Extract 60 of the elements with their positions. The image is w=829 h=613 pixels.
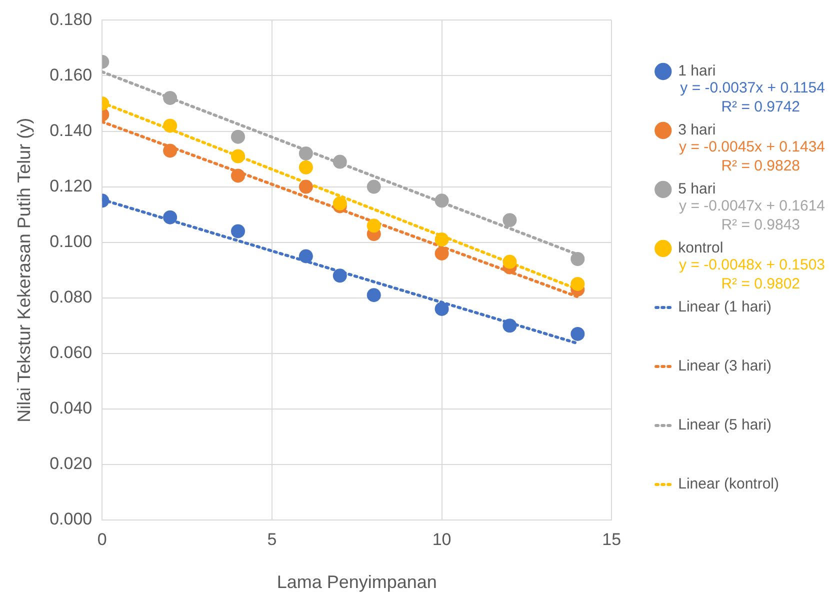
point [298, 146, 313, 160]
point [332, 268, 347, 283]
x-tick-label: 15 [602, 530, 622, 549]
y-tick-label: 0.080 [50, 288, 92, 307]
legend-label: 5 hari [678, 180, 716, 198]
point [163, 90, 178, 105]
point [298, 249, 313, 264]
point [570, 252, 585, 266]
point [434, 232, 449, 247]
y-tick-label: 0.180 [50, 10, 92, 29]
y-tick-label: 0.060 [50, 343, 92, 362]
point [570, 276, 585, 291]
point [298, 160, 313, 174]
y-tick-label: 0.140 [50, 120, 92, 140]
point [163, 118, 178, 133]
point [332, 154, 347, 169]
x-tick-label: 10 [432, 530, 452, 549]
point [366, 288, 381, 302]
point [434, 246, 449, 260]
point [502, 254, 517, 269]
point [570, 326, 585, 341]
y-tick-label: 0.120 [50, 176, 92, 196]
text: y = -0.0045x + 0.1434 [679, 138, 826, 156]
point [434, 194, 449, 208]
y-tick-label: 0.000 [50, 510, 92, 529]
point [231, 130, 246, 144]
point [163, 210, 178, 224]
y-tick-label: 0.160 [50, 65, 92, 84]
y-tick-label: 0.020 [50, 454, 92, 474]
point [502, 318, 517, 333]
x-tick-label: 5 [267, 530, 277, 549]
point [231, 149, 246, 164]
legend-label: Linear (kontrol) [678, 476, 780, 493]
text: y = -0.0047x + 0.1614 [679, 198, 826, 215]
point [502, 213, 517, 228]
legend-label: 1 hari [678, 62, 716, 80]
legend-label: Linear (5 hari) [678, 416, 772, 434]
point [163, 144, 178, 158]
point [366, 180, 381, 194]
y-tick-label: 0.100 [50, 232, 92, 252]
point [332, 196, 347, 210]
legend-label: Linear (3 hari) [678, 358, 772, 375]
text: y = -0.0048x + 0.1503 [679, 256, 826, 274]
text: y = -0.0037x + 0.1154 [680, 80, 826, 97]
legend-label: Linear (1 hari) [678, 298, 772, 316]
text: R² = 0.9802 [721, 276, 800, 293]
text: R² = 0.9828 [721, 158, 800, 175]
x-tick-label: 0 [97, 530, 107, 549]
point [298, 180, 313, 194]
text: R² = 0.9742 [721, 98, 800, 116]
y-axis-title: Nilai Tekstur Kekerasan Putih Telur (y) [14, 118, 34, 422]
point [434, 302, 449, 316]
x-axis-title: Lama Penyimpanan [276, 572, 437, 592]
point [366, 218, 381, 233]
point [231, 168, 246, 183]
legend-label: 3 hari [678, 122, 716, 139]
text: R² = 0.9843 [721, 216, 800, 234]
point [231, 224, 246, 238]
legend-label: kontrol [678, 240, 724, 257]
y-tick-label: 0.040 [50, 398, 92, 418]
